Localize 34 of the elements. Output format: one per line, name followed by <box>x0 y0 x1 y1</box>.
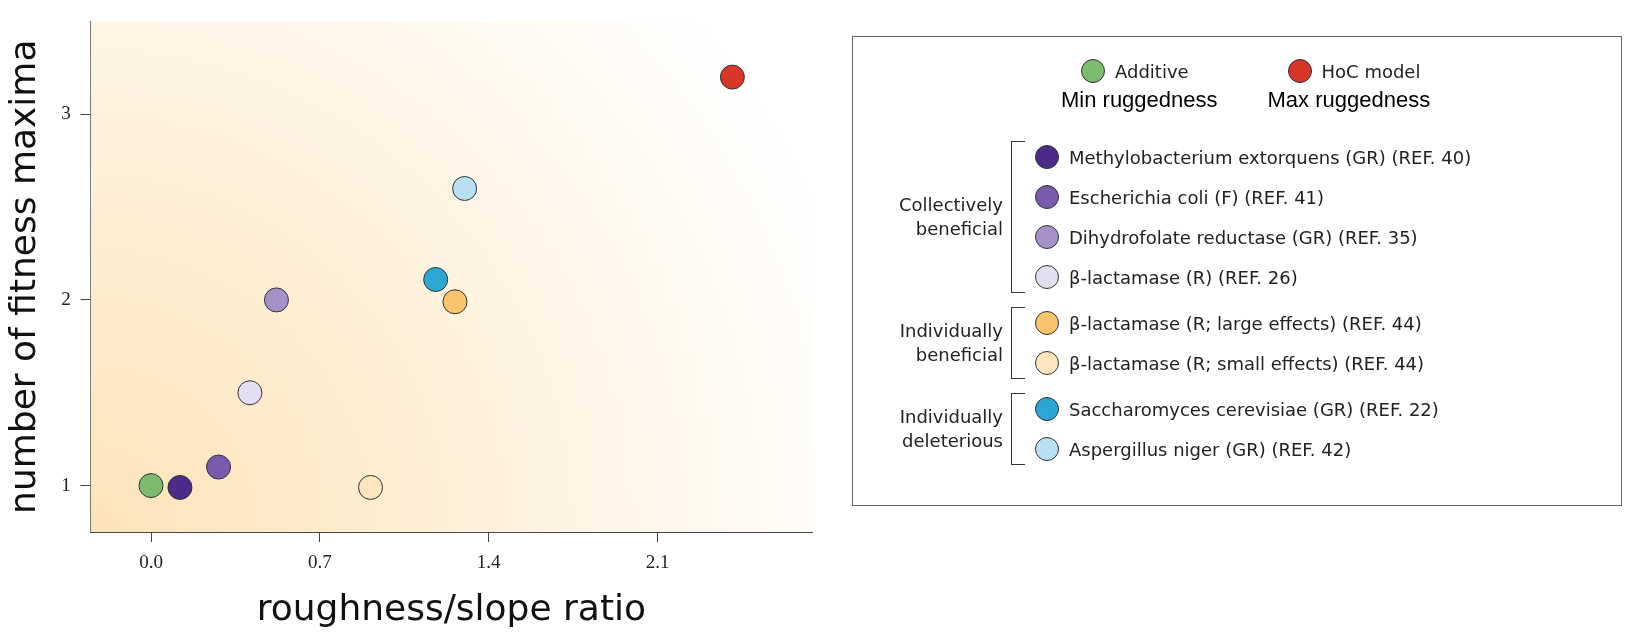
x-tick-label: 2.1 <box>645 551 670 573</box>
y-tick-label: 3 <box>61 102 71 124</box>
legend-label: Dihydrofolate reductase (GR) (REF. 35) <box>1069 226 1418 248</box>
legend-label: Additive <box>1115 60 1189 82</box>
text: Max ruggedness <box>1267 87 1431 113</box>
point <box>452 176 478 202</box>
point <box>358 474 384 500</box>
text: Min ruggedness <box>1061 87 1218 113</box>
legend-label: Methylobacterium extorquens (GR) (REF. 40) <box>1069 146 1472 168</box>
point <box>138 473 164 499</box>
x-axis-title: roughness/slope ratio <box>256 586 647 628</box>
legend-label: β-lactamase (R) (REF. 26) <box>1069 266 1298 288</box>
legend-label: β-lactamase (R; large effects) (REF. 44) <box>1069 312 1422 334</box>
legend-label: β-lactamase (R; small effects) (REF. 44) <box>1069 352 1425 374</box>
legend-label: Escherichia coli (F) (REF. 41) <box>1069 186 1325 208</box>
text: Collectively beneficial <box>898 193 1004 241</box>
point <box>167 474 193 500</box>
text: Individually beneficial <box>898 319 1004 367</box>
point <box>442 289 468 315</box>
point <box>237 380 263 406</box>
y-tick-label: 2 <box>61 287 71 309</box>
legend-label: Saccharomyces cerevisiae (GR) (REF. 22) <box>1069 398 1439 420</box>
x-tick-label: 0.0 <box>139 551 163 573</box>
point <box>263 287 289 313</box>
text: Individually deleterious <box>898 405 1004 453</box>
x-tick-label: 1.4 <box>476 551 502 573</box>
legend-label: HoC model <box>1321 60 1421 82</box>
point <box>206 454 232 480</box>
y-axis-title: number of fitness maxima <box>1 39 43 514</box>
x-tick-label: 0.7 <box>308 551 332 573</box>
point <box>423 266 449 292</box>
point <box>719 64 745 90</box>
y-tick-label: 1 <box>61 473 71 495</box>
legend-label: Aspergillus niger (GR) (REF. 42) <box>1069 438 1352 460</box>
